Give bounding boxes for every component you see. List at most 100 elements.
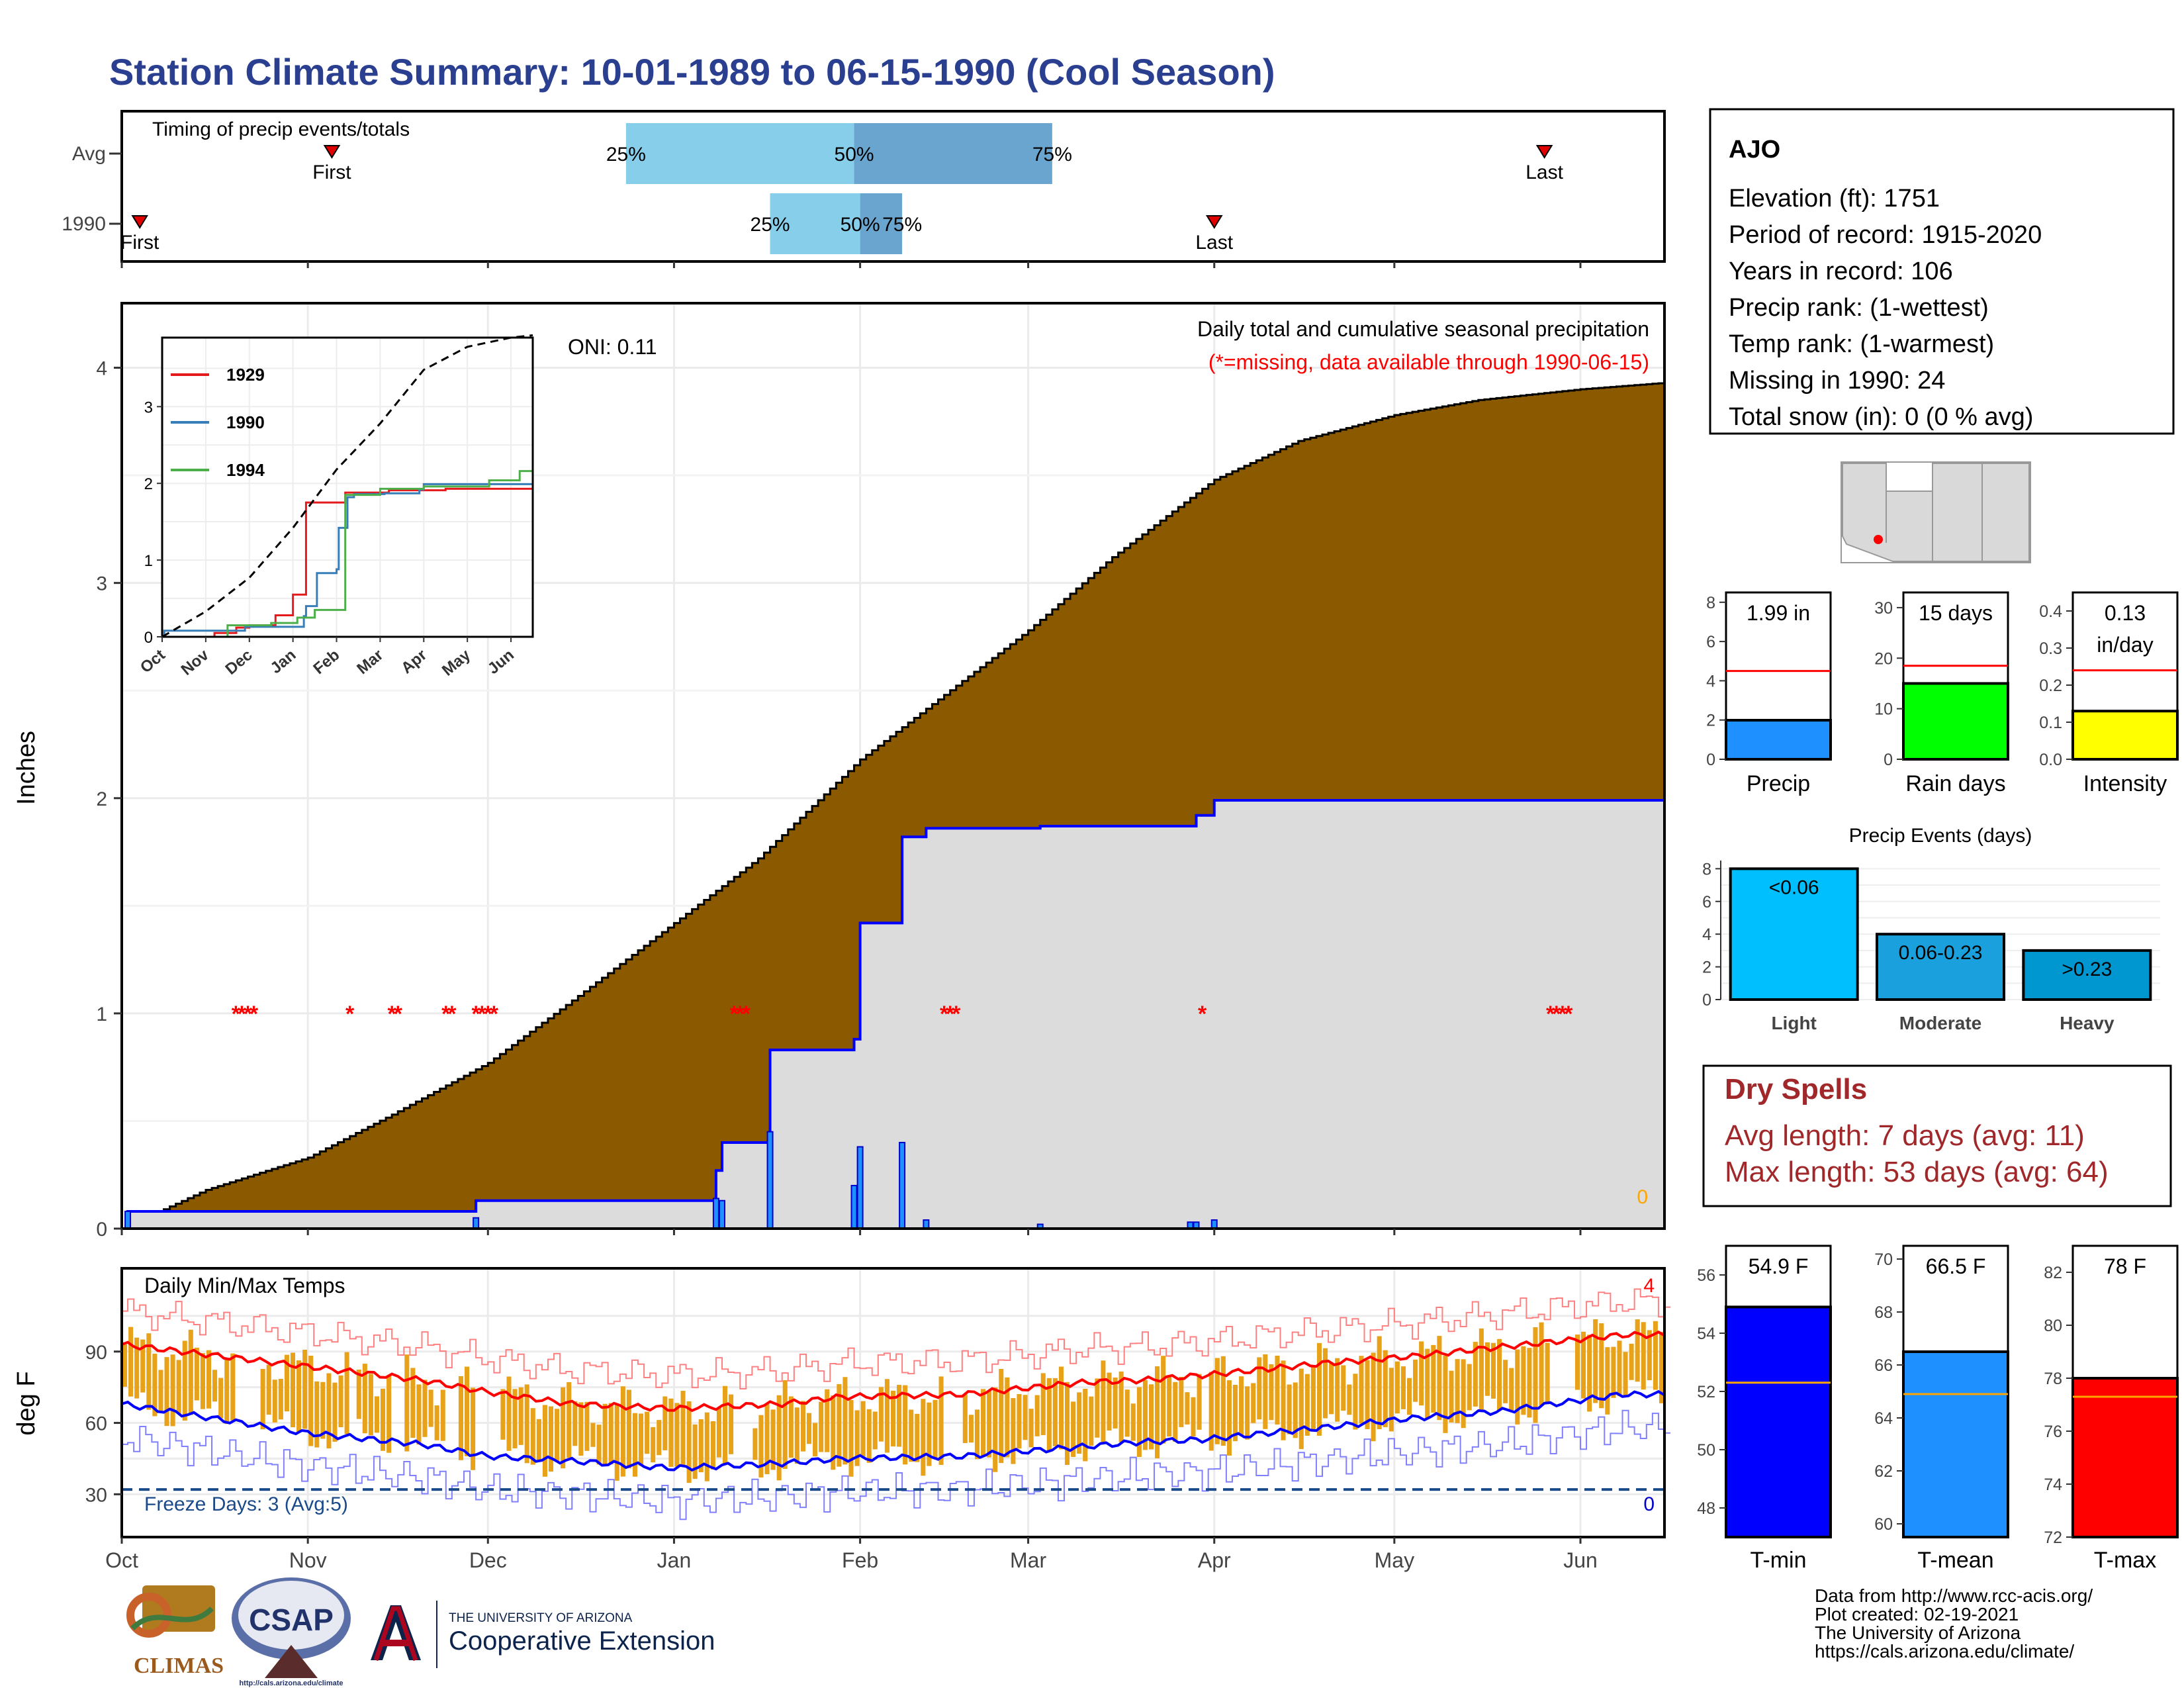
timing-row-label: Avg [72,143,106,165]
temperature-panel: 30 60 90 deg F Daily Min/Max Temps Freeze Day… [13,1267,1671,1538]
station-precip-rank: Precip rank: (1-wettest) [1729,294,1989,322]
inset-legend-label: 1929 [226,365,265,385]
daily-temp-bar [614,1404,619,1481]
missing-day-marker: * [447,1002,457,1027]
mini-bar-tick: 0 [1884,751,1893,769]
csap-url: http://cals.arizona.edu/climate [239,1679,343,1687]
daily-temp-bar [884,1379,889,1453]
mini-bar-tick: 70 [1874,1250,1893,1269]
timing-last-marker-label: Last [1525,162,1563,183]
daily-precip-bar [719,1199,726,1229]
x-month-label: Nov [289,1548,327,1572]
daily-temp-bar [506,1376,512,1451]
daily-temp-bar [1341,1365,1346,1411]
missing-day-marker: * [394,1002,403,1027]
daily-temp-bar [344,1352,349,1434]
station-temp-rank: Temp rank: (1-warmest) [1729,330,1994,358]
mini-chart-t-max: 78 F 72 74 76 78 80 82 T-max [2044,1244,2179,1573]
daily-temp-bar [206,1350,212,1409]
missing-day-marker: * [490,1002,499,1027]
daily-temp-bar [1400,1366,1406,1409]
precip-y-label: Inches [13,731,40,805]
timing-p25-label: 25% [751,214,790,236]
timing-q2-bar [854,123,1052,184]
footer-university: The University of Arizona [1815,1622,2021,1643]
daily-temp-bar [567,1382,572,1458]
daily-temp-bar [200,1353,205,1409]
daily-temp-bar [987,1391,992,1458]
daily-temp-bar [897,1385,902,1447]
daily-temp-bar [674,1403,680,1467]
daily-temp-bar [374,1396,380,1433]
daily-temp-bar [410,1368,416,1438]
mini-chart-precip: 1.99 in 0 2 4 6 8 Precip [1706,591,1832,796]
daily-temp-bar [218,1378,224,1419]
daily-temp-bar [524,1384,529,1464]
precip-event-label: <0.06 [1769,876,1819,898]
daily-temp-bar [860,1401,866,1457]
daily-temp-bar [890,1390,896,1447]
daily-temp-bar [1605,1347,1610,1415]
daily-temp-bar [1431,1344,1436,1413]
daily-temp-bar [962,1394,968,1443]
inset-series-1990 [162,483,533,638]
inset-legend-label: 1990 [226,412,265,432]
daily-precip-bar [712,1197,719,1230]
inset-series-1929 [162,487,533,638]
daily-precip-bar [899,1141,906,1229]
mini-bar-tick: 62 [1874,1462,1893,1481]
daily-temp-bar [1365,1360,1370,1429]
x-month-label: Mar [1010,1548,1046,1572]
daily-temp-bar [278,1378,283,1420]
daily-temp-bar [1484,1342,1490,1396]
timing-first-marker [323,145,341,159]
daily-temp-bar [909,1409,914,1462]
daily-temp-bar [903,1385,908,1465]
precip-event-tick: 4 [1702,925,1711,944]
daily-temp-bar [296,1360,302,1432]
mini-bar-tick: 56 [1697,1266,1715,1285]
precip-compare-bars: 1.99 in 0 2 4 6 8 Precip 15 days 0 10 20 30 Rain day… [1706,591,2179,796]
daily-temp-bar [1058,1366,1064,1450]
mini-bar-tick: 0.4 [2039,602,2062,621]
daily-precip-bar [850,1184,858,1229]
daily-temp-bar [1406,1378,1412,1415]
missing-day-marker: * [238,1002,247,1027]
temp-corner-low: 0 [1643,1493,1655,1515]
temp-y-tick: 90 [85,1342,107,1364]
mini-bar-label: 0.13 [2105,601,2146,625]
inset-legend-label: 1994 [226,460,265,480]
daily-temp-bar [1161,1356,1166,1444]
daily-temp-bar [1023,1395,1028,1440]
precip-panel: **** * ** ** **** *** *** * ****01234InchesDaily… [13,302,1666,1241]
mini-bar-category: T-min [1751,1548,1807,1573]
daily-temp-bar [1287,1384,1292,1434]
x-month-label: Apr [1198,1548,1231,1572]
timing-q1-bar [625,123,854,184]
daily-temp-bar [825,1389,830,1452]
daily-temp-bar [1490,1342,1496,1399]
daily-temp-bar [800,1401,805,1452]
daily-temp-bar [1142,1380,1148,1450]
daily-temp-bar [872,1411,878,1450]
station-period: Period of record: 1915-2020 [1729,221,2042,249]
daily-temp-bar [1107,1372,1112,1431]
daily-temp-bar [1293,1382,1298,1438]
daily-precip-bar [766,1131,774,1229]
daily-temp-bar [837,1383,842,1467]
daily-temp-bar [152,1354,158,1417]
daily-temp-bar [164,1357,169,1427]
precip-event-category: Moderate [1899,1013,1981,1033]
footer-plot-created: Plot created: 02-19-2021 [1815,1604,2019,1624]
daily-temp-bar [933,1399,938,1459]
daily-temp-bar [1641,1322,1646,1390]
daily-temp-bar [182,1340,187,1421]
ua-extension: Cooperative Extension [449,1626,715,1656]
daily-temp-bar [813,1423,818,1457]
daily-temp-bar [1659,1331,1664,1403]
timing-title: Timing of precip events/totals [152,118,410,140]
daily-temp-bar [1232,1385,1238,1442]
daily-precip-bar [856,1146,864,1229]
daily-temp-bar [122,1344,128,1387]
precip-events-chart: Precip Events (days) <0.06 Light 0.06-0.23 M… [1702,825,2160,1033]
